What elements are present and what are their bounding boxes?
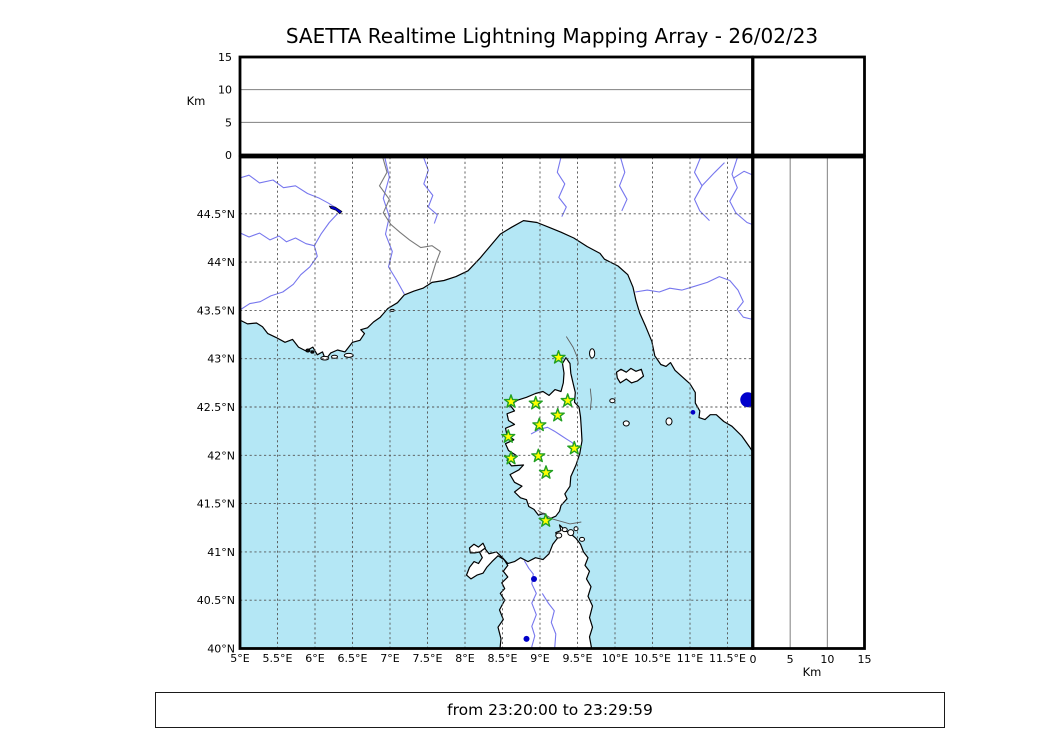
map-area [240,157,753,649]
lon-tick-label: 5.5°E [263,652,293,665]
lake-serre-poncon [328,205,343,215]
lat-tick-label: 42°N [207,449,235,462]
river-11 [635,276,753,320]
lake-sardinia-south [523,635,530,642]
altitude-unit-label-bottom: Km [803,665,822,679]
landmass-sardinia [465,524,594,649]
figure-title: SAETTA Realtime Lightning Mapping Array … [285,24,819,48]
islet-capraia [589,348,596,359]
lat-tick-label: 43.5°N [197,304,235,317]
lon-tick-label: 11°E [677,652,703,665]
altitude-panel-frame [238,55,754,157]
lma-station-marker [538,513,553,527]
lon-tick-label: 9°E [530,652,549,665]
lma-station-marker [531,448,546,463]
islet-toulon-islet-2 [310,350,315,354]
lon-tick-label: 7.5°E [413,652,443,665]
alt-tick-label: 15 [218,51,232,64]
lat-tick-label: 43°N [207,353,235,366]
lake-bolsena [740,392,753,408]
landmass-asinara [468,542,486,554]
lake-coghinas [531,575,537,582]
islet-hyeres-2 [331,354,338,359]
islet-maddalena-4 [573,526,579,532]
lon-tick-label: 6.5°E [338,652,368,665]
river-8 [701,162,725,187]
latitude-altitude-panel-frame [751,155,866,650]
lat-tick-label: 44°N [207,256,235,269]
river-1 [240,213,338,311]
lon-tick-label: 8.5°E [488,652,518,665]
time-range-box: from 23:20:00 to 23:29:59 [155,692,945,728]
lma-station-marker [538,465,554,479]
corner-box-frame [751,55,866,157]
lon-tick-label: 8°E [455,652,474,665]
lma-station-marker [503,394,519,408]
lon-tick-label: 5°E [230,652,249,665]
lat-tick-label: 41°N [207,546,235,559]
altitude-unit-label-left: Km [187,94,206,108]
islet-maddalena-2 [561,527,568,533]
lma-station-marker [532,417,547,432]
islet-toulon-islet-1 [305,348,311,353]
alt-tick-label: 5 [225,116,232,129]
river-0 [240,174,335,208]
maritime-border-1 [565,336,579,365]
lma-station-marker [560,393,575,407]
alt-tick-label: 10 [820,653,834,666]
lma-station-marker [528,395,543,410]
lon-tick-label: 7°E [380,652,399,665]
lma-station-marker [551,350,566,364]
orbetello-lagoon [690,410,696,415]
lon-tick-label: 10°E [602,652,628,665]
landmass-elba [615,367,645,384]
river-13 [523,560,537,649]
alt-tick-label: 15 [858,653,872,666]
lat-tick-label: 40°N [207,643,235,656]
river-9 [729,157,753,226]
islet-giglio [665,417,673,426]
lat-tick-label: 42.5°N [197,401,235,414]
alt-tick-label: 10 [218,84,232,97]
lma-station-marker [567,440,582,455]
river-4 [422,157,438,224]
maritime-border-2 [589,388,592,410]
lon-tick-label: 11.5°E [709,652,746,665]
alt-tick-label: 0 [750,653,757,666]
river-5 [556,157,567,217]
river-14 [541,593,557,649]
time-range-label: from 23:20:00 to 23:29:59 [447,701,653,719]
alt-tick-label: 0 [225,149,232,162]
lon-tick-label: 9.5°E [563,652,593,665]
islet-hyeres-1 [320,355,330,361]
islet-pianosa [609,398,616,404]
lma-station-marker [503,450,519,465]
lat-tick-label: 40.5°N [197,594,235,607]
landmass-france-italy-mainland [240,157,753,453]
river-2 [240,232,315,247]
islet-maddalena-1 [555,532,563,539]
lat-tick-label: 44.5°N [197,208,235,221]
river-3 [382,157,405,295]
lon-tick-label: 6°E [305,652,324,665]
river-10 [733,170,753,179]
country-border-0 [378,157,441,283]
lma-station-marker [501,429,516,443]
islet-montecristo [622,420,630,427]
islet-maddalena-5 [579,536,585,542]
river-7 [693,157,710,221]
islet-hyeres-3 [343,352,354,358]
lma-station-marker [550,407,565,422]
lat-tick-label: 41.5°N [197,498,235,511]
river-6 [618,157,628,212]
alt-tick-label: 5 [787,653,794,666]
lon-tick-label: 10.5°E [634,652,671,665]
islet-maddalena-3 [567,529,575,537]
